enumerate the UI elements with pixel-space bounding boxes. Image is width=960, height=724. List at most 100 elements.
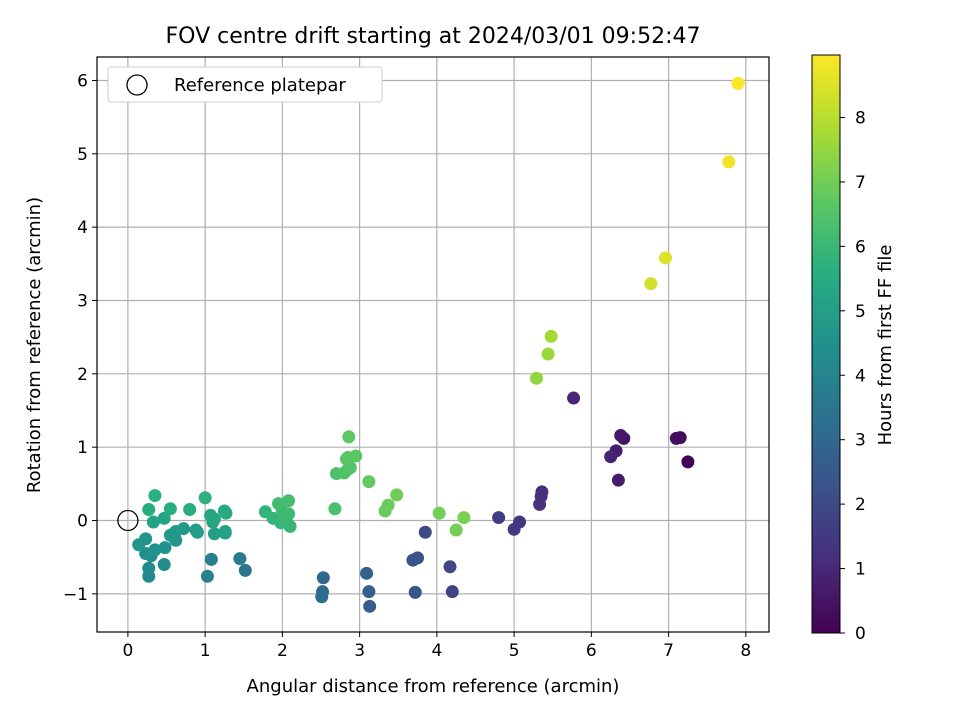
data-point [457,511,471,525]
data-point [272,497,286,511]
data-point [544,329,558,343]
x-tick-label: 8 [740,641,751,661]
legend-label: Reference platepar [174,75,346,96]
data-point [204,508,218,522]
colorbar-ticks: 0 1 2 3 4 5 6 7 8 [840,109,866,644]
data-point [148,543,162,557]
x-tick-label: 5 [509,641,520,661]
data-point [443,560,457,574]
chart-title: FOV centre drift starting at 2024/03/01 … [166,24,701,49]
data-point [362,475,376,489]
colorbar-tick-label: 5 [855,302,866,322]
data-point [533,497,547,511]
data-point [567,391,581,405]
grid-lines [97,57,769,632]
data-point [238,563,252,577]
legend-marker [126,74,148,96]
data-point [217,504,231,518]
colorbar-tick-label: 0 [855,624,866,644]
data-point [349,449,363,463]
data-point [198,491,212,505]
data-point [445,585,459,599]
colorbar-tick-label: 1 [855,560,866,580]
data-point [139,532,153,546]
data-point [406,553,420,567]
data-point [681,455,695,469]
data-point [669,431,683,445]
legend: Reference platepar [107,66,383,103]
data-point [157,511,171,525]
colorbar-tick-label: 2 [855,495,866,515]
data-point [218,525,232,539]
data-point [492,511,506,525]
data-point [390,488,404,502]
data-point [158,541,172,555]
data-point [315,590,329,604]
reference-point-marker [117,509,139,532]
y-tick-label: 5 [77,145,88,165]
data-point [507,522,521,536]
plot-frame [96,56,770,633]
data-point [731,76,745,90]
data-point [530,371,544,385]
data-point [722,155,736,169]
y-tick-label: −1 [63,585,88,605]
data-points [117,76,745,613]
data-point [381,498,395,512]
data-point [614,428,628,442]
data-point [541,347,555,361]
data-point [207,527,221,541]
y-tick-label: 2 [77,365,88,385]
data-point [328,502,342,516]
x-tick-label: 6 [586,641,597,661]
data-point [408,585,422,599]
data-point [148,489,162,503]
data-point [316,571,330,585]
data-point [342,430,356,444]
colorbar-tick-label: 3 [855,431,866,451]
data-point [163,502,177,516]
data-point [177,522,191,536]
data-point [146,515,160,529]
data-point [204,552,218,566]
data-point [282,494,296,508]
y-axis-label: Rotation from reference (arcmin) [24,197,45,493]
data-point [611,473,625,487]
data-point [183,503,197,517]
x-tick-label: 1 [200,641,211,661]
y-tick-label: 0 [77,512,88,532]
y-tick-label: 1 [77,438,88,458]
data-point [362,585,376,599]
x-tick-label: 2 [277,641,288,661]
data-point [658,251,672,265]
x-tick-label: 0 [122,641,133,661]
colorbar-tick-label: 4 [855,366,866,386]
colorbar-tick-label: 7 [855,173,866,193]
data-point [142,561,156,575]
x-axis-label: Angular distance from reference (arcmin) [247,676,620,697]
data-point [432,506,446,520]
colorbar-tick-label: 8 [855,109,866,129]
data-point [449,523,463,537]
y-tick-label: 6 [77,71,88,91]
x-tick-label: 4 [431,641,442,661]
data-point [190,525,204,539]
x-tick-label: 3 [354,641,365,661]
data-point [360,566,374,580]
data-point [200,569,214,583]
x-axis-ticks: 0 1 2 3 4 5 6 7 8 [122,632,751,661]
colorbar-tick-label: 6 [855,237,866,257]
data-point [142,503,156,517]
data-point [233,552,247,566]
data-point [604,450,618,464]
data-point [157,558,171,572]
y-tick-label: 3 [77,291,88,311]
colorbar-label: Hours from first FF file [875,245,896,446]
colorbar [811,54,841,634]
y-tick-label: 4 [77,218,88,238]
data-point [418,525,432,539]
legend-box [107,66,383,103]
data-point [644,277,658,291]
